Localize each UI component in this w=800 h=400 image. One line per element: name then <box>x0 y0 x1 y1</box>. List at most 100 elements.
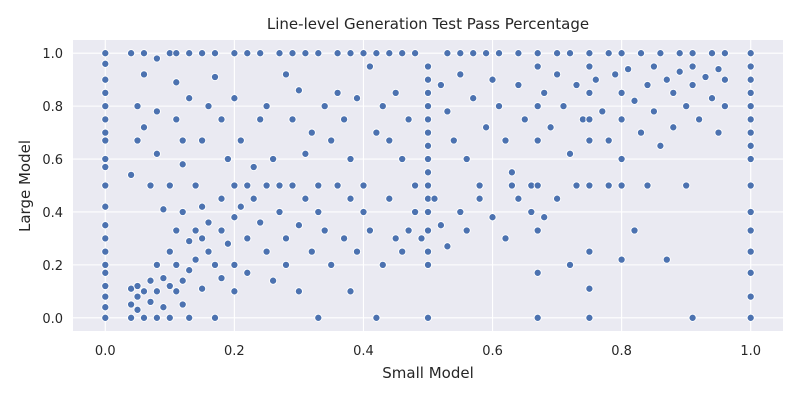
scatter-point <box>701 72 710 82</box>
scatter-point <box>746 141 755 150</box>
y-tick-label: 1.0 <box>42 47 63 62</box>
data-points <box>101 49 755 322</box>
scatter-point <box>340 234 349 243</box>
scatter-point <box>178 207 187 217</box>
scatter-point <box>365 62 374 71</box>
scatter-point <box>314 313 323 322</box>
scatter-point <box>662 75 671 84</box>
scatter-point <box>630 226 639 235</box>
x-tick-label: 0.6 <box>482 344 503 359</box>
scatter-point <box>185 266 194 275</box>
scatter-point <box>198 202 207 211</box>
scatter-point <box>185 49 194 58</box>
scatter-point <box>365 226 374 235</box>
scatter-point <box>243 268 252 277</box>
scatter-point <box>553 49 562 58</box>
scatter-point <box>159 274 168 283</box>
scatter-point <box>101 260 110 269</box>
scatter-point <box>585 136 594 145</box>
scatter-point <box>669 88 678 97</box>
scatter-point <box>456 49 465 58</box>
scatter-point <box>275 181 284 190</box>
scatter-point <box>230 260 239 269</box>
scatter-point <box>617 154 626 164</box>
scatter-point <box>688 313 697 322</box>
scatter-point <box>139 313 149 322</box>
scatter-point <box>746 115 755 124</box>
scatter-point <box>346 287 355 296</box>
scatter-point <box>507 168 516 177</box>
scatter-point <box>714 65 723 74</box>
scatter-point <box>133 292 142 301</box>
scatter-point <box>359 207 368 217</box>
scatter-point <box>423 247 433 256</box>
scatter-point <box>133 305 142 314</box>
scatter-point <box>320 226 329 235</box>
scatter-point <box>617 115 626 124</box>
y-axis-label: Large Model <box>16 140 34 232</box>
scatter-point <box>411 181 420 190</box>
scatter-point <box>127 313 136 322</box>
scatter-point <box>288 49 297 58</box>
scatter-point <box>746 128 755 137</box>
scatter-point <box>682 102 691 111</box>
scatter-point <box>165 247 174 256</box>
scatter-point <box>746 49 755 58</box>
scatter-point <box>204 102 213 111</box>
scatter-point <box>423 128 433 137</box>
scatter-point <box>359 181 368 190</box>
scatter-point <box>340 115 349 124</box>
scatter-point <box>688 80 697 90</box>
scatter-point <box>210 49 220 58</box>
scatter-point <box>675 67 684 76</box>
scatter-point <box>378 102 387 111</box>
scatter-point <box>398 247 407 256</box>
scatter-point <box>746 292 755 301</box>
scatter-point <box>443 49 452 58</box>
scatter-point <box>385 194 394 203</box>
scatter-point <box>553 194 562 203</box>
scatter-point <box>178 276 187 285</box>
scatter-point <box>314 181 323 190</box>
scatter-point <box>178 160 187 169</box>
scatter-point <box>204 218 213 227</box>
scatter-point <box>611 70 620 79</box>
scatter-point <box>617 255 626 264</box>
scatter-point <box>198 284 207 293</box>
x-tick-label: 0.2 <box>224 344 245 359</box>
scatter-point <box>540 213 549 222</box>
scatter-point <box>172 226 181 235</box>
scatter-point <box>411 49 420 58</box>
scatter-point <box>643 80 652 90</box>
scatter-point <box>172 260 181 269</box>
scatter-point <box>404 115 413 124</box>
scatter-point <box>527 207 536 217</box>
scatter-point <box>514 80 523 90</box>
scatter-point <box>494 102 504 111</box>
scatter-point <box>746 313 755 322</box>
scatter-point <box>198 136 207 145</box>
x-tick-label: 0.8 <box>611 344 632 359</box>
scatter-point <box>185 94 194 103</box>
scatter-point <box>591 75 600 84</box>
scatter-point <box>236 136 245 145</box>
scatter-point <box>630 96 639 105</box>
scatter-point <box>636 128 646 137</box>
scatter-point <box>178 300 187 309</box>
scatter-point <box>643 181 652 190</box>
scatter-point <box>604 136 613 145</box>
scatter-point <box>482 49 491 58</box>
scatter-point <box>217 194 226 203</box>
scatter-point <box>204 247 213 256</box>
scatter-point <box>423 260 433 269</box>
scatter-point <box>720 49 729 58</box>
scatter-point <box>585 49 594 58</box>
scatter-point <box>101 115 110 124</box>
scatter-point <box>585 247 594 256</box>
scatter-point <box>269 276 278 285</box>
scatter-point <box>540 88 549 97</box>
scatter-point <box>133 102 142 111</box>
scatter-point <box>533 226 542 235</box>
scatter-point <box>127 170 136 179</box>
scatter-point <box>294 221 303 230</box>
